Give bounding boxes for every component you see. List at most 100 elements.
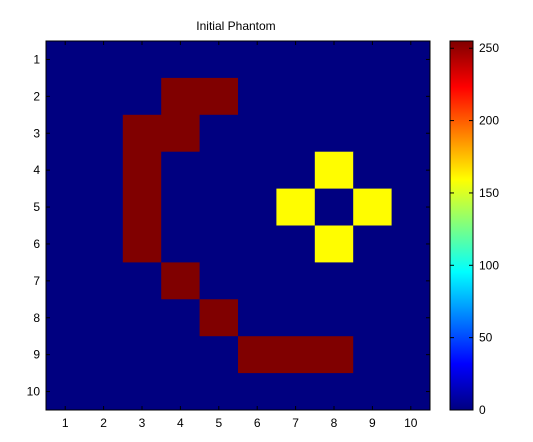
heatmap-cell bbox=[353, 336, 392, 374]
heatmap-cell bbox=[238, 77, 277, 116]
x-tick-label: 9 bbox=[369, 416, 376, 430]
x-tick-label: 4 bbox=[177, 416, 184, 430]
heatmap-cell bbox=[276, 373, 316, 411]
heatmap-cell bbox=[199, 77, 239, 116]
heatmap-cell bbox=[122, 114, 162, 153]
heatmap bbox=[46, 41, 431, 411]
heatmap-axes-frame bbox=[45, 40, 431, 411]
heatmap-cell bbox=[314, 188, 354, 226]
heatmap-cell bbox=[391, 299, 431, 337]
heatmap-cell bbox=[199, 336, 239, 374]
heatmap-cell bbox=[314, 77, 354, 116]
heatmap-cell bbox=[314, 262, 354, 300]
x-tick-label: 6 bbox=[254, 416, 261, 430]
x-tick-label: 3 bbox=[139, 416, 146, 430]
heatmap-cell bbox=[46, 299, 85, 337]
heatmap-cell bbox=[314, 299, 354, 337]
heatmap-cell bbox=[276, 336, 316, 374]
y-tick-label: 3 bbox=[33, 126, 40, 140]
heatmap-cell bbox=[122, 77, 162, 116]
heatmap-cell bbox=[161, 299, 200, 337]
heatmap-cell bbox=[84, 114, 124, 153]
heatmap-cell bbox=[46, 225, 85, 263]
colorbar bbox=[449, 40, 474, 411]
heatmap-cell bbox=[122, 262, 162, 300]
heatmap-cell bbox=[199, 151, 239, 189]
x-tick-label: 8 bbox=[331, 416, 338, 430]
heatmap-cell bbox=[238, 262, 277, 300]
x-tick-label: 5 bbox=[215, 416, 222, 430]
heatmap-cell bbox=[353, 225, 392, 263]
heatmap-cell bbox=[238, 151, 277, 189]
colorbar-tick-label: 50 bbox=[479, 331, 493, 345]
heatmap-cell bbox=[276, 188, 316, 226]
heatmap-cell bbox=[161, 151, 200, 189]
heatmap-cell bbox=[353, 114, 392, 153]
heatmap-cell bbox=[46, 77, 85, 116]
heatmap-cell bbox=[199, 299, 239, 337]
heatmap-cell bbox=[391, 373, 431, 411]
heatmap-cell bbox=[391, 336, 431, 374]
y-tick-label: 2 bbox=[33, 89, 40, 103]
heatmap-cell bbox=[238, 299, 277, 337]
heatmap-cell bbox=[161, 373, 200, 411]
heatmap-cell bbox=[353, 151, 392, 189]
heatmap-cell bbox=[199, 114, 239, 153]
heatmap-cell bbox=[161, 262, 200, 300]
heatmap-cell bbox=[314, 114, 354, 153]
y-tick-label: 5 bbox=[33, 200, 40, 214]
y-tick-label: 10 bbox=[27, 385, 41, 399]
x-tick-label: 2 bbox=[100, 416, 107, 430]
heatmap-cell bbox=[391, 77, 431, 116]
heatmap-cell bbox=[46, 151, 85, 189]
x-tick-label: 7 bbox=[292, 416, 299, 430]
heatmap-cell bbox=[391, 262, 431, 300]
heatmap-cell bbox=[122, 188, 162, 226]
heatmap-cell bbox=[84, 225, 124, 263]
heatmap-cell bbox=[276, 299, 316, 337]
heatmap-cell bbox=[391, 225, 431, 263]
y-tick-label: 9 bbox=[33, 348, 40, 362]
heatmap-cell bbox=[161, 41, 200, 79]
heatmap-cell bbox=[238, 114, 277, 153]
heatmap-cell bbox=[353, 299, 392, 337]
heatmap-cell bbox=[238, 188, 277, 226]
heatmap-cell bbox=[161, 188, 200, 226]
heatmap-cell bbox=[46, 262, 85, 300]
heatmap-cell bbox=[122, 41, 162, 79]
heatmap-cell bbox=[314, 336, 354, 374]
heatmap-cell bbox=[84, 188, 124, 226]
heatmap-cell bbox=[276, 151, 316, 189]
heatmap-cell bbox=[84, 262, 124, 300]
heatmap-cell bbox=[276, 262, 316, 300]
y-tick-label: 4 bbox=[33, 163, 40, 177]
colorbar-tick-label: 0 bbox=[479, 403, 486, 417]
heatmap-cell bbox=[276, 41, 316, 79]
y-tick-label: 6 bbox=[33, 237, 40, 251]
heatmap-cell bbox=[161, 114, 200, 153]
x-tick-label: 1 bbox=[62, 416, 69, 430]
heatmap-cell bbox=[199, 262, 239, 300]
heatmap-cell bbox=[391, 188, 431, 226]
heatmap-cell bbox=[122, 151, 162, 189]
colorbar-tick-label: 150 bbox=[479, 186, 499, 200]
heatmap-cell bbox=[314, 373, 354, 411]
colorbar-tick-label: 250 bbox=[479, 41, 499, 55]
heatmap-cell bbox=[353, 41, 392, 79]
heatmap-cell bbox=[84, 299, 124, 337]
heatmap-cell bbox=[199, 41, 239, 79]
y-tick-label: 8 bbox=[33, 311, 40, 325]
heatmap-cell bbox=[238, 373, 277, 411]
heatmap-cell bbox=[46, 188, 85, 226]
colorbar-ticks: 0 50 100 150 200 250 bbox=[450, 41, 499, 417]
axis-ticks: 1 2 3 4 5 6 7 8 9 10 1 2 3 4 5 6 7 8 9 10 bbox=[27, 41, 430, 430]
heatmap-cell bbox=[46, 41, 85, 79]
heatmap-cell bbox=[353, 262, 392, 300]
heatmap-cell bbox=[122, 336, 162, 374]
x-tick-label: 10 bbox=[404, 416, 418, 430]
heatmap-cell bbox=[391, 151, 431, 189]
heatmap-cell bbox=[84, 41, 124, 79]
heatmap-cell bbox=[84, 336, 124, 374]
chart-title: Initial Phantom bbox=[196, 19, 275, 33]
